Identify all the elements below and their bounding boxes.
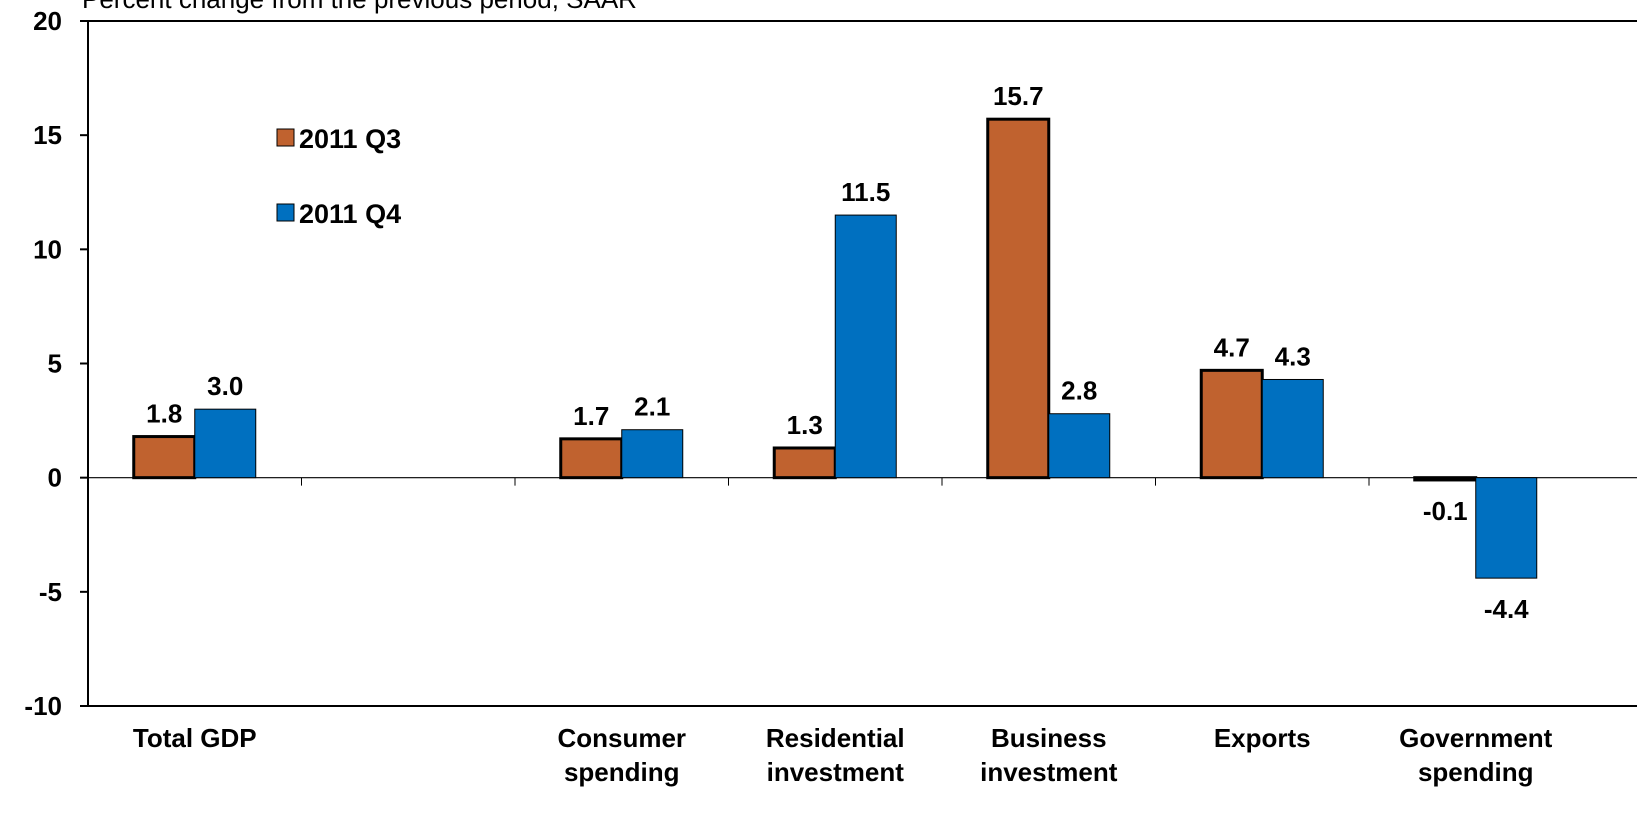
- y-tick-label: 5: [48, 349, 62, 379]
- category-label: Government: [1399, 723, 1552, 753]
- data-label: 2.8: [1061, 376, 1097, 406]
- bar: [194, 408, 257, 479]
- bar: [132, 435, 197, 480]
- data-label: 1.3: [787, 410, 823, 440]
- legend-swatch: [276, 128, 295, 147]
- data-label: -4.4: [1484, 594, 1529, 624]
- category-label: Business: [991, 723, 1107, 753]
- data-label: 4.7: [1214, 332, 1250, 362]
- bar: [621, 429, 684, 479]
- data-labels: 1.8 3.0 1.7 2.1 1.3 11.5 15.7 2.8 4.7 4.3 -0.1 -4.4: [146, 81, 1529, 624]
- y-tick-label: 10: [33, 234, 62, 264]
- data-label: 1.7: [573, 401, 609, 431]
- data-label: 4.3: [1275, 341, 1311, 371]
- legend-label: 2011 Q4: [299, 199, 401, 229]
- category-label: Consumer: [557, 723, 686, 753]
- legend: 2011 Q3 2011 Q4: [276, 124, 401, 229]
- y-tick-label: 20: [33, 6, 62, 36]
- y-tick-label: -5: [39, 577, 62, 607]
- category-label: Exports: [1214, 723, 1311, 753]
- bar: [1475, 477, 1538, 579]
- data-label: 15.7: [993, 81, 1044, 111]
- data-label: 11.5: [841, 177, 890, 207]
- category-label: Residential: [766, 723, 905, 753]
- bars: [132, 117, 1538, 579]
- y-tick-label: 15: [33, 120, 62, 150]
- category-labels: Total GDP Consumer spending Residential inve…: [133, 723, 1553, 787]
- category-label: investment: [980, 757, 1118, 787]
- y-tick-label: -10: [24, 691, 62, 721]
- y-tick-label: 0: [48, 463, 62, 493]
- data-label: 1.8: [146, 399, 182, 429]
- data-label: 3.0: [207, 371, 243, 401]
- bar: [1048, 413, 1111, 479]
- bar: [986, 117, 1051, 480]
- bar: [1413, 476, 1478, 482]
- chart-title: Percent change from the previous period,…: [82, 0, 637, 14]
- plot-frame: [87, 20, 1637, 707]
- legend-label: 2011 Q3: [299, 124, 401, 154]
- legend-swatch: [276, 203, 295, 222]
- category-label: investment: [767, 757, 905, 787]
- y-axis-ticks: -10 -5 0 5 10 15 20: [24, 6, 88, 721]
- data-label: -0.1: [1423, 496, 1468, 526]
- category-label: spending: [564, 757, 680, 787]
- bar: [772, 446, 837, 480]
- bar: [1261, 378, 1324, 479]
- bar: [834, 214, 897, 479]
- x-axis-ticks: [88, 477, 1637, 486]
- bar: [1199, 368, 1264, 480]
- bar: [559, 437, 624, 480]
- category-label: Total GDP: [133, 723, 257, 753]
- data-label: 2.1: [634, 392, 670, 422]
- category-label: spending: [1418, 757, 1534, 787]
